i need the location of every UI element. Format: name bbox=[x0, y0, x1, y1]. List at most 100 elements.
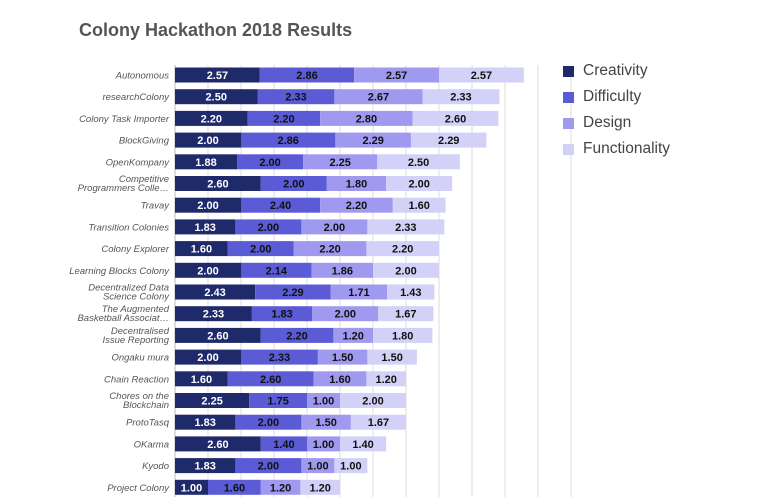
chart-title: Colony Hackathon 2018 Results bbox=[79, 20, 353, 40]
data-label: 2.00 bbox=[197, 135, 218, 147]
data-label: 2.00 bbox=[258, 222, 279, 234]
bar-difficulty bbox=[241, 262, 312, 278]
bar-design bbox=[260, 479, 301, 495]
bar-functionality bbox=[373, 327, 433, 343]
bar-design bbox=[311, 262, 373, 278]
bar-creativity bbox=[175, 436, 261, 452]
data-label: 2.25 bbox=[329, 157, 350, 169]
category-label: Project Colony bbox=[107, 483, 170, 494]
bar-functionality bbox=[386, 176, 453, 191]
bar-functionality bbox=[387, 284, 435, 300]
legend-swatch bbox=[563, 91, 574, 103]
category-label: Decentralised Issue Reporting bbox=[102, 326, 169, 346]
data-label: 2.57 bbox=[471, 70, 492, 82]
bar-design bbox=[334, 89, 423, 105]
data-label: 2.00 bbox=[408, 179, 429, 191]
data-label: 2.60 bbox=[207, 439, 228, 451]
data-label: 2.00 bbox=[259, 157, 280, 169]
category-label: Chores on the Blockchain bbox=[109, 391, 169, 411]
data-label: 2.33 bbox=[395, 222, 416, 234]
bar-design bbox=[326, 176, 387, 191]
data-label: 1.40 bbox=[273, 439, 294, 451]
data-label: 2.20 bbox=[273, 113, 294, 125]
bar-creativity bbox=[175, 371, 228, 387]
category-label: Chain Reaction bbox=[104, 374, 169, 385]
category-label: Autonomous bbox=[115, 71, 170, 82]
legend-swatch bbox=[563, 65, 574, 77]
bar-design bbox=[307, 393, 340, 408]
category-label: Travay bbox=[141, 201, 171, 212]
data-label: 1.00 bbox=[340, 461, 361, 473]
data-label: 2.60 bbox=[207, 330, 228, 342]
category-label: Decentralized Data Science Colony bbox=[88, 283, 170, 303]
legend-label: Design bbox=[583, 114, 632, 131]
data-label: 2.29 bbox=[438, 135, 459, 147]
data-label: 1.60 bbox=[329, 374, 350, 386]
data-label: 2.86 bbox=[277, 135, 298, 147]
data-label: 2.00 bbox=[395, 265, 416, 277]
data-label: 1.60 bbox=[408, 200, 429, 212]
data-label: 1.20 bbox=[342, 330, 363, 342]
data-label: 2.00 bbox=[335, 309, 356, 321]
category-label: Transition Colonies bbox=[88, 222, 169, 233]
data-label: 1.60 bbox=[191, 244, 212, 256]
category-label: Colony Task Importer bbox=[79, 114, 170, 125]
data-label: 2.20 bbox=[201, 113, 222, 125]
bar-difficulty bbox=[241, 197, 321, 213]
bar-creativity bbox=[175, 241, 228, 257]
bar-design bbox=[303, 154, 378, 170]
data-label: 2.25 bbox=[201, 396, 222, 408]
bar-creativity bbox=[175, 479, 208, 495]
data-label: 1.00 bbox=[181, 482, 202, 494]
bar-difficulty bbox=[241, 349, 318, 365]
data-label: 2.20 bbox=[392, 244, 413, 256]
bar-design bbox=[354, 67, 439, 83]
bar-difficulty bbox=[237, 154, 304, 170]
data-label: 1.00 bbox=[313, 439, 334, 451]
data-label: 2.00 bbox=[250, 244, 271, 256]
data-label: 2.00 bbox=[283, 179, 304, 191]
category-label: OpenKompany bbox=[106, 157, 171, 168]
bar-difficulty bbox=[241, 132, 336, 148]
data-label: 2.50 bbox=[408, 157, 429, 169]
data-label: 1.43 bbox=[400, 287, 421, 299]
bar-functionality bbox=[366, 241, 439, 257]
bar-design bbox=[317, 349, 368, 365]
data-label: 2.00 bbox=[197, 265, 218, 277]
data-label: 2.40 bbox=[270, 200, 291, 212]
bar-creativity bbox=[175, 219, 236, 235]
bar-design bbox=[333, 327, 373, 343]
bar-creativity bbox=[175, 414, 236, 430]
category-label: OKarma bbox=[134, 439, 169, 450]
data-label: 1.75 bbox=[267, 396, 288, 408]
category-label: Competitive Programmers Colle… bbox=[78, 174, 169, 194]
data-label: 1.83 bbox=[194, 222, 215, 234]
data-label: 1.60 bbox=[191, 374, 212, 386]
data-label: 1.80 bbox=[346, 179, 367, 191]
data-label: 1.50 bbox=[381, 352, 402, 364]
data-label: 1.50 bbox=[332, 352, 353, 364]
category-labels: Autonomous researchColony Colony Task Impo… bbox=[69, 71, 170, 494]
bar-functionality bbox=[366, 371, 406, 387]
bars bbox=[175, 67, 524, 495]
category-label: Kyodo bbox=[142, 461, 169, 472]
data-label: 1.00 bbox=[313, 396, 334, 408]
data-label: 2.57 bbox=[386, 70, 407, 82]
category-label: Learning Blocks Colony bbox=[69, 266, 170, 277]
data-label: 2.00 bbox=[197, 352, 218, 364]
bar-functionality bbox=[377, 154, 460, 170]
data-label: 2.29 bbox=[362, 135, 383, 147]
data-label: 2.33 bbox=[269, 352, 290, 364]
category-label: ProtoTasq bbox=[126, 418, 170, 429]
data-label: 2.60 bbox=[260, 374, 281, 386]
data-label: 1.67 bbox=[395, 309, 416, 321]
data-label: 1.83 bbox=[194, 461, 215, 473]
bar-functionality bbox=[367, 219, 445, 235]
bar-creativity bbox=[175, 110, 248, 126]
data-label: 1.86 bbox=[332, 265, 353, 277]
bar-difficulty bbox=[260, 436, 307, 452]
bar-functionality bbox=[412, 110, 499, 126]
bar-difficulty bbox=[260, 327, 334, 343]
bar-creativity bbox=[175, 197, 241, 213]
